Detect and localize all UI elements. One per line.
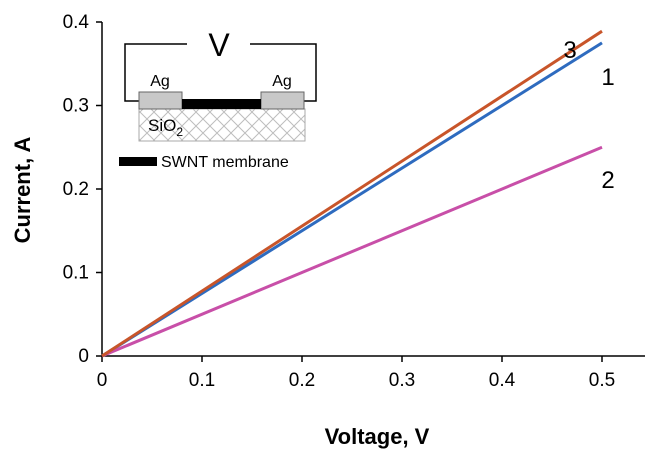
x-tick-label: 0.2 (289, 370, 315, 391)
series-label-1: 1 (601, 64, 614, 91)
y-tick-label: 0.3 (63, 96, 89, 117)
x-tick-label: 0.4 (489, 370, 516, 391)
y-tick-label: 0.2 (63, 179, 89, 200)
y-ticks: 0 0.1 0.2 0.3 0.4 (63, 12, 102, 367)
electrode-right (260, 91, 305, 110)
series-line-1 (101, 41, 603, 358)
x-tick-label: 0.5 (589, 370, 615, 391)
series-layer: 1 2 3 (101, 29, 615, 358)
swnt-membrane-strip (182, 99, 261, 109)
series-line-3 (101, 29, 603, 358)
legend-swatch (119, 157, 157, 166)
y-tick-label: 0.4 (63, 12, 90, 33)
series-label-2: 2 (601, 167, 614, 194)
substrate-label-subscript: 2 (176, 125, 183, 139)
x-tick-label: 0.3 (389, 370, 415, 391)
series-line-2 (101, 145, 603, 358)
circuit-wire (124, 43, 187, 102)
y-axis-title: Current, A (10, 137, 35, 244)
series-label-3: 3 (563, 37, 576, 64)
electrode-right-label: Ag (272, 73, 292, 90)
substrate-block (138, 108, 306, 142)
x-tick-label: 0 (97, 370, 108, 391)
electrode-left-label: Ag (150, 73, 170, 90)
substrate-label-main: SiO (148, 116, 176, 135)
x-axis-title: Voltage, V (325, 424, 430, 449)
x-ticks: 0 0.1 0.2 0.3 0.4 0.5 (97, 356, 615, 391)
y-tick-label: 0 (78, 346, 89, 367)
inset-schematic: V Ag Ag SiO2 SWNT membrane (119, 27, 317, 171)
legend-label: SWNT membrane (161, 154, 289, 171)
circuit-wire-right (250, 43, 317, 102)
voltage-symbol: V (208, 27, 230, 63)
x-tick-label: 0.1 (189, 370, 215, 391)
electrode-left (138, 91, 183, 110)
substrate-label: SiO2 (148, 116, 183, 139)
y-tick-label: 0.1 (63, 263, 89, 284)
